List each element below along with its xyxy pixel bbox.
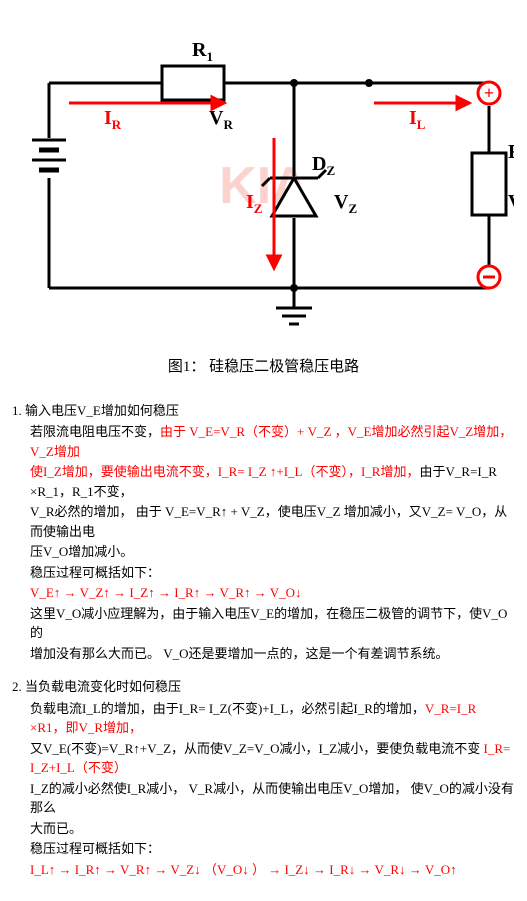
svg-text:RL: RL — [508, 141, 514, 166]
s1-line8: 增加没有那么大而已。 V_O还是要增加一点的，这是一个有差调节系统。 — [30, 644, 515, 664]
s2-l1a: 负载电流I_L的增加，由于I_R= I_Z(不变)+I_L，必然引起I_R的增加… — [30, 701, 425, 716]
s2-line4: 大而已。 — [30, 819, 515, 839]
svg-text:VR: VR — [209, 107, 233, 132]
section-1-title: 1. 输入电压V_E增加如何稳压 — [12, 401, 515, 421]
svg-text:VO: VO — [508, 191, 514, 216]
s1-line7: 这里V_O减小应理解为，由于输入电压V_E的增加，在稳压二极管的调节下，使V_O… — [30, 604, 515, 643]
s1-line2: 使I_Z增加，要使输出电流不变，I_R= I_Z ↑+I_L（不变），I_R增加… — [30, 462, 515, 501]
figure-caption: 图1： 硅稳压二极管稳压电路 — [8, 356, 519, 379]
s1-line3: V_R必然的增加， 由于 V_E=V_R↑ + V_Z，使电压V_Z 增加减小，… — [30, 502, 515, 541]
s1-line5: 稳压过程可概括如下： — [30, 563, 515, 583]
section-2-title: 2. 当负载电流变化时如何稳压 — [12, 677, 515, 697]
s2-line1: 负载电流I_L的增加，由于I_R= I_Z(不变)+I_L，必然引起I_R的增加… — [30, 699, 515, 738]
svg-text:IR: IR — [104, 107, 122, 132]
svg-text:IL: IL — [409, 107, 426, 132]
s1-l1a: 若限流电阻电压不变， — [30, 424, 160, 439]
s1-chain: V_E↑ → V_Z↑ → I_Z↑ → I_R↑ → V_R↑ → V_O↓ — [30, 583, 515, 603]
s2-line2: 又V_E(不变)=V_R↑+V_Z，从而使V_Z=V_O减小，I_Z减小，要使负… — [30, 739, 515, 778]
battery — [32, 140, 66, 170]
circuit-svg: KIA — [14, 8, 514, 338]
svg-text:+: + — [483, 83, 493, 103]
s2-l2a: 又V_E(不变)=V_R↑+V_Z，从而使V_Z=V_O减小，I_Z减小，要使负… — [30, 741, 484, 756]
svg-text:VZ: VZ — [334, 191, 357, 216]
s2-line3: I_Z的减小必然使I_R减小， V_R减小，从而使输出电压V_O增加， 使V_O… — [30, 779, 515, 818]
ground — [276, 288, 312, 324]
section-1: 1. 输入电压V_E增加如何稳压 若限流电阻电压不变，由于 V_E=V_R（不变… — [12, 401, 515, 664]
s1-line4: 压V_O增加减小。 — [30, 542, 515, 562]
svg-text:DZ: DZ — [312, 153, 335, 178]
s2-chain: I_L↑ → I_R↑ → V_R↑ → V_Z↓ （V_O↓ ） → I_Z↓… — [30, 860, 515, 880]
section-2: 2. 当负载电流变化时如何稳压 负载电流I_L的增加，由于I_R= I_Z(不变… — [12, 677, 515, 879]
circuit-diagram: KIA — [14, 8, 514, 338]
s2-line5: 稳压过程可概括如下： — [30, 839, 515, 859]
svg-text:R1: R1 — [192, 39, 213, 64]
s1-line1: 若限流电阻电压不变，由于 V_E=V_R（不变）+ V_Z ，V_E增加必然引起… — [30, 422, 515, 461]
s1-l2a: 使I_Z增加，要使输出电流不变，I_R= I_Z ↑+I_L（不变），I_R增加… — [30, 464, 419, 479]
